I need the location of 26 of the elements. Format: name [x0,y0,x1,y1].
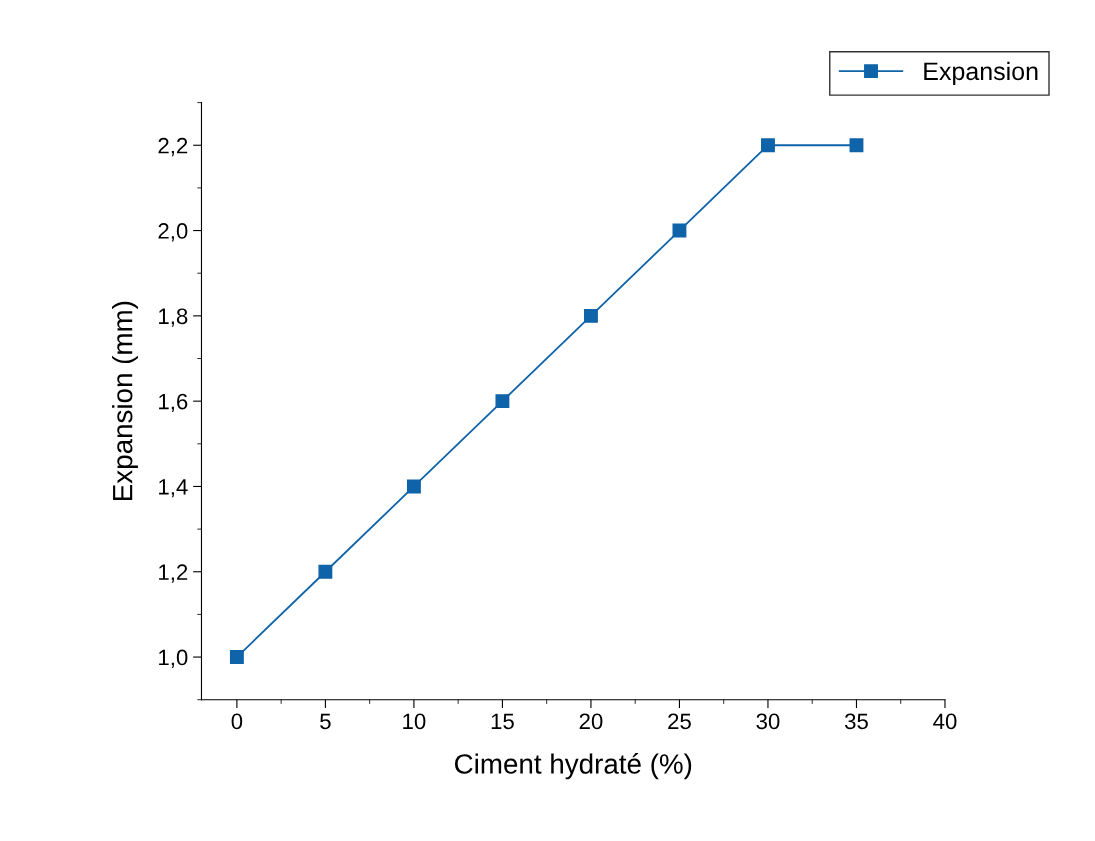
y-tick-label: 1,8 [159,308,188,327]
y-tick-label: 2,2 [158,137,188,157]
point [849,138,864,153]
point [406,479,421,494]
x-tick-label: 0 [231,713,243,730]
point [495,394,510,409]
y-tick-label: 2,0 [158,223,188,242]
point [583,308,598,323]
x-axis-title: Ciment hydraté (%) [455,753,692,780]
y-tick-label: 1,2 [159,564,188,583]
x-tick-label: 10 [403,713,426,730]
point [318,564,333,579]
x-tick-label: 20 [579,713,603,730]
y-axis-title: Expansion (mm) [112,301,138,500]
point [761,138,775,153]
x-tick-label: 35 [844,713,868,730]
point [229,650,244,665]
y-tick-label: 1,4 [159,479,188,498]
x-tick-label: 25 [668,713,691,730]
x-tick-label: 30 [756,713,780,730]
x-tick-label: 5 [320,713,331,730]
legend-label: Expansion [924,61,1038,86]
y-tick-label: 1,6 [159,393,188,413]
x-tick-label: 15 [491,713,514,730]
x-tick-label: 40 [933,713,957,730]
y-tick-label: 1,0 [159,649,188,668]
